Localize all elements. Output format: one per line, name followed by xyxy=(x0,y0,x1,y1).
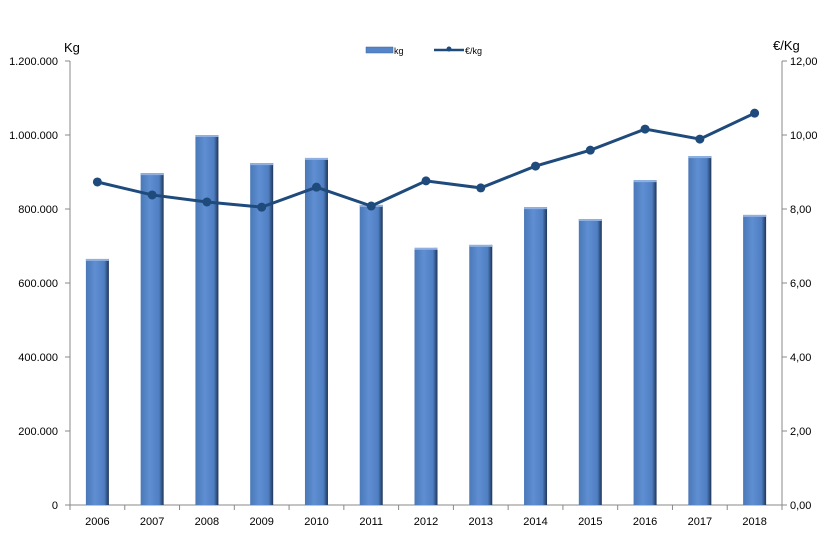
x-tick-label: 2012 xyxy=(414,516,438,528)
price-point xyxy=(476,183,486,193)
x-tick-label: 2016 xyxy=(633,516,657,528)
price-point xyxy=(640,124,650,134)
bar-top xyxy=(469,244,493,247)
price-point xyxy=(695,134,705,144)
price-point xyxy=(257,202,267,212)
price-point xyxy=(202,197,212,207)
legend-kg-swatch xyxy=(365,46,394,54)
legend-price-label: €/kg xyxy=(465,46,482,56)
price-point xyxy=(311,182,321,192)
x-tick-label: 2018 xyxy=(742,516,766,528)
price-point xyxy=(585,145,595,155)
price-point xyxy=(366,201,376,211)
price-point xyxy=(92,177,102,187)
x-tick-label: 2007 xyxy=(140,516,164,528)
bar-top xyxy=(250,163,274,166)
price-point xyxy=(147,190,157,200)
y2-tick-label: 6,00 xyxy=(790,278,811,290)
x-tick-label: 2017 xyxy=(688,516,712,528)
legend: kg €/kg xyxy=(365,46,482,56)
bar-top xyxy=(633,180,657,183)
y2-tick-label: 10,00 xyxy=(790,130,818,142)
y2-axis-label: €/Kg xyxy=(773,38,800,53)
x-tick-label: 2015 xyxy=(578,516,602,528)
bar-top xyxy=(304,157,328,160)
y2-tick-label: 2,00 xyxy=(790,426,811,438)
y-tick-label: 1.000.000 xyxy=(9,130,58,142)
bar-top xyxy=(85,258,109,261)
bar-kg xyxy=(743,214,767,506)
y-tick-label: 600.000 xyxy=(18,278,58,290)
legend-kg-label: kg xyxy=(394,46,404,56)
y-tick-label: 800.000 xyxy=(18,204,58,216)
bar-kg xyxy=(688,156,712,505)
x-tick-label: 2011 xyxy=(359,516,383,528)
bar-top xyxy=(578,218,602,221)
x-tick-label: 2006 xyxy=(85,516,109,528)
bar-kg xyxy=(359,204,383,505)
y2-tick-label: 4,00 xyxy=(790,352,811,364)
bar-kg xyxy=(250,163,274,505)
y-tick-label: 1.200.000 xyxy=(9,56,58,68)
y2-tick-label: 8,00 xyxy=(790,204,811,216)
x-tick-label: 2010 xyxy=(304,516,328,528)
x-tick-label: 2009 xyxy=(249,516,273,528)
bar-kg xyxy=(469,244,493,505)
y-tick-label: 400.000 xyxy=(18,352,58,364)
bar-top xyxy=(743,214,767,217)
bar-kg xyxy=(140,173,164,506)
bar-kg xyxy=(304,157,328,505)
y2-tick-label: 12,00 xyxy=(790,56,818,68)
price-point xyxy=(531,161,541,171)
x-tick-label: 2014 xyxy=(523,516,547,528)
bar-kg xyxy=(85,258,109,505)
y-tick-label: 0 xyxy=(52,500,58,512)
bar-top xyxy=(195,135,219,137)
bar-kg xyxy=(633,180,657,505)
x-tick-label: 2008 xyxy=(195,516,219,528)
bar-kg xyxy=(578,218,602,506)
bar-kg xyxy=(524,207,548,505)
y-axis-label: Kg xyxy=(64,40,80,55)
y-tick-label: 200.000 xyxy=(18,426,58,438)
bar-top xyxy=(524,207,548,210)
bar-kg xyxy=(195,135,219,505)
x-tick-label: 2013 xyxy=(469,516,493,528)
bar-top xyxy=(140,173,164,176)
price-point xyxy=(421,176,431,186)
bar-top xyxy=(414,247,438,250)
y2-tick-label: 0,00 xyxy=(790,500,811,512)
bar-kg xyxy=(414,247,438,505)
bar-top xyxy=(688,156,712,159)
legend-price-marker xyxy=(446,46,452,52)
price-point xyxy=(750,108,760,118)
